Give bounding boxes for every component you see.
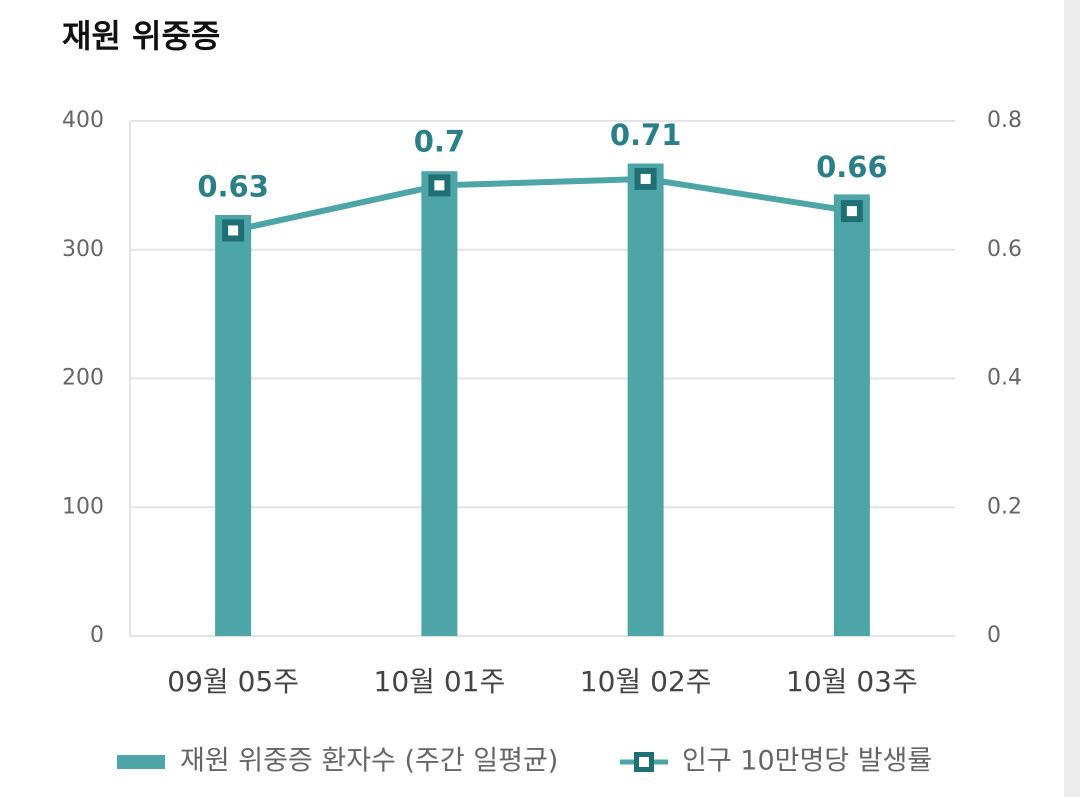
x-tick-label: 09월 05주: [167, 665, 299, 698]
x-tick-label: 10월 03주: [786, 665, 918, 698]
data-label: 0.7: [414, 124, 465, 158]
data-label: 0.66: [816, 150, 888, 184]
y2-tick-label: 0.8: [987, 108, 1022, 133]
y-tick-label: 0: [90, 623, 104, 648]
data-label: 0.63: [197, 169, 269, 203]
bar: [833, 194, 870, 636]
y-tick-label: 400: [62, 108, 104, 133]
bar: [421, 171, 458, 636]
y-tick-label: 200: [62, 366, 104, 391]
y2-tick-label: 0.2: [987, 494, 1022, 519]
legend-marker-inner: [639, 757, 649, 767]
marker-inner: [434, 180, 445, 191]
legend-swatch: [117, 755, 165, 769]
marker-inner: [640, 173, 651, 184]
y2-tick-label: 0.6: [987, 237, 1022, 262]
bar: [627, 163, 664, 637]
x-tick-label: 10월 01주: [374, 665, 506, 698]
marker-inner: [228, 225, 239, 236]
y-tick-label: 100: [62, 494, 104, 519]
y2-tick-label: 0: [987, 623, 1001, 648]
side-border: [1064, 0, 1080, 797]
bar: [215, 214, 252, 637]
x-tick-label: 10월 02주: [580, 665, 712, 698]
data-label: 0.71: [610, 118, 682, 152]
y2-tick-label: 0.4: [987, 366, 1022, 391]
line: [232, 175, 853, 234]
legend-label: 인구 10만명당 발생률: [682, 746, 932, 777]
chart-title: 재원 위중증: [62, 17, 220, 55]
legend-label: 재원 위중증 환자수 (주간 일평균): [180, 746, 558, 777]
y-tick-label: 300: [62, 237, 104, 262]
marker-inner: [846, 206, 857, 217]
